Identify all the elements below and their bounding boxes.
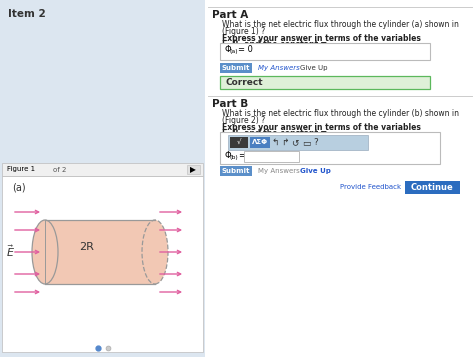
Text: = 0: = 0 (238, 45, 253, 55)
Bar (2, 176, 203, 352)
Text: ↰: ↰ (271, 138, 279, 147)
Bar (220, 43, 430, 60)
Text: (b): (b) (230, 156, 239, 161)
Text: (Figure 1) ?: (Figure 1) ? (222, 27, 265, 36)
Bar (220, 166, 252, 176)
Text: ↺: ↺ (291, 138, 299, 147)
Text: Figure 1: Figure 1 (7, 166, 35, 172)
Text: ↱: ↱ (281, 138, 289, 147)
Text: What is the net electric flux through the cylinder (b) shown in: What is the net electric flux through th… (222, 109, 459, 118)
Text: What is the net electric flux through the cylinder (a) shown in: What is the net electric flux through th… (222, 20, 459, 29)
Bar (244, 151, 299, 162)
Bar (220, 63, 252, 73)
Bar (230, 137, 248, 148)
Text: Express your answer in terms of the variables: Express your answer in terms of the vari… (222, 123, 421, 132)
Text: Submit: Submit (222, 65, 250, 71)
Text: √: √ (237, 140, 241, 146)
Text: (a): (a) (230, 50, 238, 55)
Text: My Answers: My Answers (258, 65, 300, 71)
Text: 2R: 2R (79, 242, 94, 252)
Text: (a): (a) (12, 183, 26, 193)
Text: ?: ? (314, 138, 319, 147)
Text: Item 2: Item 2 (8, 9, 46, 19)
Text: ΛΣΦ: ΛΣΦ (252, 140, 268, 146)
Text: =: = (238, 151, 245, 161)
Text: E, R, and the constant π.: E, R, and the constant π. (222, 40, 330, 49)
Text: Φ: Φ (225, 151, 232, 161)
Bar (405, 181, 460, 194)
Text: $\vec{E}$: $\vec{E}$ (6, 243, 15, 259)
Text: Express your answer in terms of the variables: Express your answer in terms of the vari… (222, 34, 421, 43)
Bar (228, 135, 368, 150)
Bar (220, 76, 430, 89)
Text: Give Up: Give Up (300, 65, 328, 71)
Ellipse shape (142, 220, 168, 284)
Text: (Figure 2) ?: (Figure 2) ? (222, 116, 265, 125)
Ellipse shape (32, 220, 58, 284)
Bar (205, 0, 474, 357)
Text: ▶: ▶ (190, 165, 196, 174)
Bar (220, 132, 440, 164)
Text: Correct: Correct (226, 78, 264, 87)
Bar (187, 165, 200, 174)
Text: Give Up: Give Up (300, 168, 331, 174)
Text: Part A: Part A (212, 10, 248, 20)
Text: Provide Feedback: Provide Feedback (340, 184, 401, 190)
Polygon shape (45, 220, 155, 284)
Text: of 2: of 2 (53, 166, 66, 172)
Text: Φ: Φ (225, 45, 232, 55)
Text: E, R, and the constant π.: E, R, and the constant π. (222, 129, 330, 138)
Text: Submit: Submit (222, 168, 250, 174)
Text: Part B: Part B (212, 99, 248, 109)
Bar (250, 137, 270, 148)
Text: Continue: Continue (410, 183, 453, 192)
Bar (0, 0, 205, 357)
Text: My Answers: My Answers (258, 168, 300, 174)
Bar (2, 163, 203, 176)
Text: ▭: ▭ (302, 138, 310, 147)
